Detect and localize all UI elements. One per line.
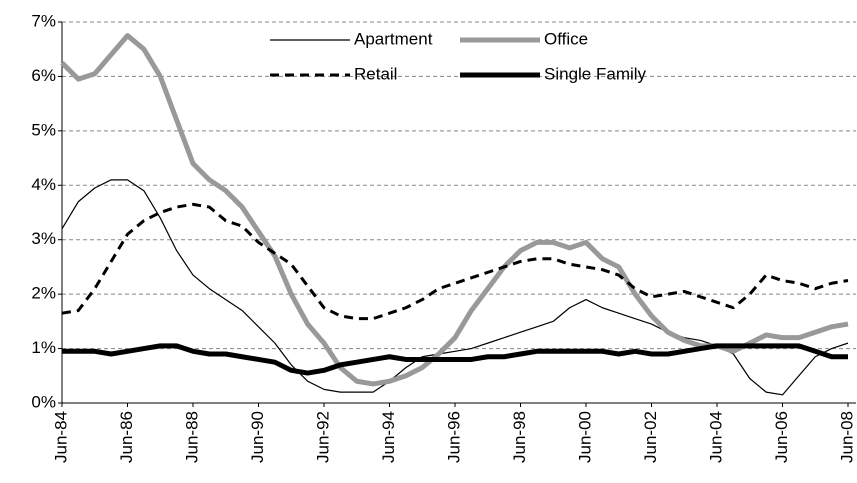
y-tick-label: 3%	[31, 229, 56, 248]
legend-label: Apartment	[354, 29, 433, 48]
x-tick-label: Jun-84	[51, 411, 70, 463]
series-line	[62, 343, 848, 376]
legend-label: Office	[544, 29, 588, 48]
series-line	[60, 33, 849, 387]
x-tick-label: Jun-08	[837, 411, 856, 463]
y-tick-label: 1%	[31, 338, 56, 357]
legend-label: Single Family	[544, 64, 647, 83]
y-tick-label: 0%	[31, 392, 56, 411]
series-line	[61, 179, 849, 396]
x-tick-label: Jun-96	[444, 411, 463, 463]
y-tick-label: 5%	[31, 120, 56, 139]
x-tick-label: Jun-04	[706, 411, 725, 463]
legend-label: Retail	[354, 64, 397, 83]
y-tick-label: 7%	[31, 11, 56, 30]
x-tick-label: Jun-86	[117, 411, 136, 463]
y-tick-label: 6%	[31, 66, 56, 85]
x-tick-label: Jun-92	[313, 411, 332, 463]
series-line	[61, 202, 849, 321]
y-tick-label: 4%	[31, 175, 56, 194]
x-tick-label: Jun-02	[641, 411, 660, 463]
x-tick-label: Jun-94	[379, 411, 398, 463]
x-tick-label: Jun-00	[575, 411, 594, 463]
x-tick-label: Jun-90	[248, 411, 267, 463]
x-tick-label: Jun-88	[182, 411, 201, 463]
x-tick-label: Jun-98	[510, 411, 529, 463]
y-tick-label: 2%	[31, 284, 56, 303]
x-tick-label: Jun-06	[772, 411, 791, 463]
